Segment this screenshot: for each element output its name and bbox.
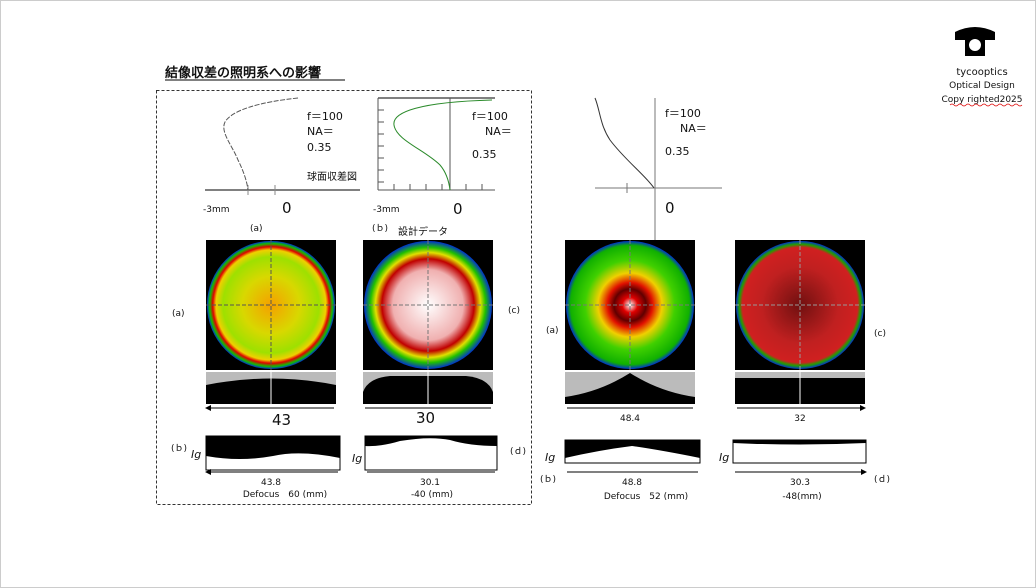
logo-copyright: Copy righted2025 [942, 95, 1023, 105]
zero: 0 [453, 200, 463, 218]
profile [565, 372, 695, 404]
defocus-b: Defocus 60 (mm) [243, 490, 327, 500]
na-value: 0.35 [472, 148, 497, 161]
width-d: 30.3 [790, 478, 810, 488]
label-b: (ｂ) [171, 443, 187, 454]
note: 設計データ [398, 225, 448, 238]
defocus-d: -48(mm) [782, 492, 821, 502]
label-c: (c) [874, 329, 886, 339]
ticks [378, 109, 483, 190]
dashed-frame [156, 90, 532, 505]
aberration-curve [594, 97, 655, 189]
aberration-curve [223, 97, 299, 191]
label-a: (a) [546, 326, 559, 336]
spot-image [735, 240, 865, 370]
ig-profile [205, 435, 341, 471]
scale: -3mm [373, 205, 400, 215]
zero: 0 [665, 199, 675, 217]
ig: Ig [191, 448, 201, 461]
aberration-curve [393, 99, 493, 191]
width-c: 30 [416, 409, 435, 427]
profile [206, 372, 336, 404]
ig: Ig [719, 451, 729, 464]
width-c: 32 [794, 414, 805, 424]
na: NA＝ [485, 125, 512, 138]
spot-image [565, 240, 695, 370]
spell-underline [949, 103, 1023, 107]
ig-profile [364, 435, 498, 471]
defocus-d: -40 (mm) [411, 490, 453, 500]
width-b: 43.8 [261, 478, 281, 488]
profile [363, 372, 493, 404]
focal: f＝100 [472, 110, 508, 123]
label-d: (ｄ) [874, 474, 890, 485]
ig-profile [732, 439, 867, 464]
caption: (ｂ) [372, 223, 388, 234]
scale: -3mm [203, 205, 230, 215]
caption: (a) [250, 224, 263, 234]
focal: f＝100 [307, 110, 343, 123]
profile [735, 372, 865, 404]
logo-icon-hole [969, 39, 981, 51]
defocus-b: Defocus 52 (mm) [604, 492, 688, 502]
label-a: (a) [172, 309, 185, 319]
na: NA＝ [680, 122, 707, 135]
logo-name: tycooptics [956, 67, 1007, 78]
width-d: 30.1 [420, 478, 440, 488]
width-a: 43 [272, 411, 291, 429]
width-b: 48.8 [622, 478, 642, 488]
na: NA＝ [307, 125, 334, 138]
logo-subtitle: Optical Design [949, 81, 1015, 91]
width-a: 48.4 [620, 414, 640, 424]
spot-image [363, 240, 493, 370]
na-value: 0.35 [307, 141, 332, 154]
ig: Ig [545, 451, 555, 464]
label-b: (ｂ) [540, 474, 556, 485]
title: 結像収差の照明系への影響 [165, 65, 321, 81]
ig-profile [564, 439, 701, 464]
label-c: (c) [508, 306, 520, 316]
label-d: (ｄ) [510, 446, 526, 457]
ig: Ig [352, 452, 362, 465]
spot-image [206, 240, 336, 370]
na-value: 0.35 [665, 145, 690, 158]
focal: f＝100 [665, 107, 701, 120]
note: 球面収差図 [307, 170, 357, 183]
zero: 0 [282, 199, 292, 217]
